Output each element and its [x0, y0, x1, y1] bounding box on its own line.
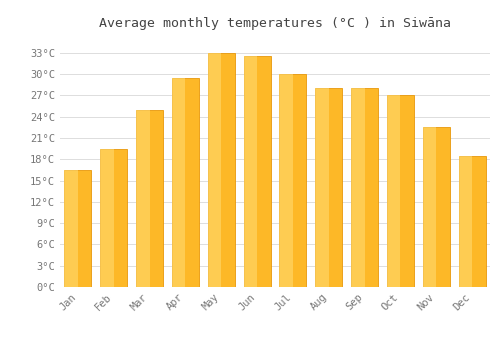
Bar: [387, 95, 400, 287]
Bar: [172, 78, 199, 287]
Bar: [387, 95, 414, 287]
Bar: [280, 74, 293, 287]
Bar: [172, 78, 186, 287]
Bar: [423, 127, 450, 287]
Bar: [458, 156, 485, 287]
Bar: [208, 53, 221, 287]
Bar: [244, 56, 270, 287]
Bar: [208, 53, 234, 287]
Bar: [280, 74, 306, 287]
Bar: [64, 170, 78, 287]
Bar: [100, 149, 114, 287]
Bar: [423, 127, 436, 287]
Bar: [458, 156, 472, 287]
Bar: [316, 88, 342, 287]
Bar: [351, 88, 364, 287]
Bar: [136, 110, 163, 287]
Bar: [100, 149, 127, 287]
Bar: [64, 170, 92, 287]
Title: Average monthly temperatures (°C ) in Siwāna: Average monthly temperatures (°C ) in Si…: [99, 17, 451, 30]
Bar: [351, 88, 378, 287]
Bar: [136, 110, 149, 287]
Bar: [244, 56, 257, 287]
Bar: [316, 88, 329, 287]
